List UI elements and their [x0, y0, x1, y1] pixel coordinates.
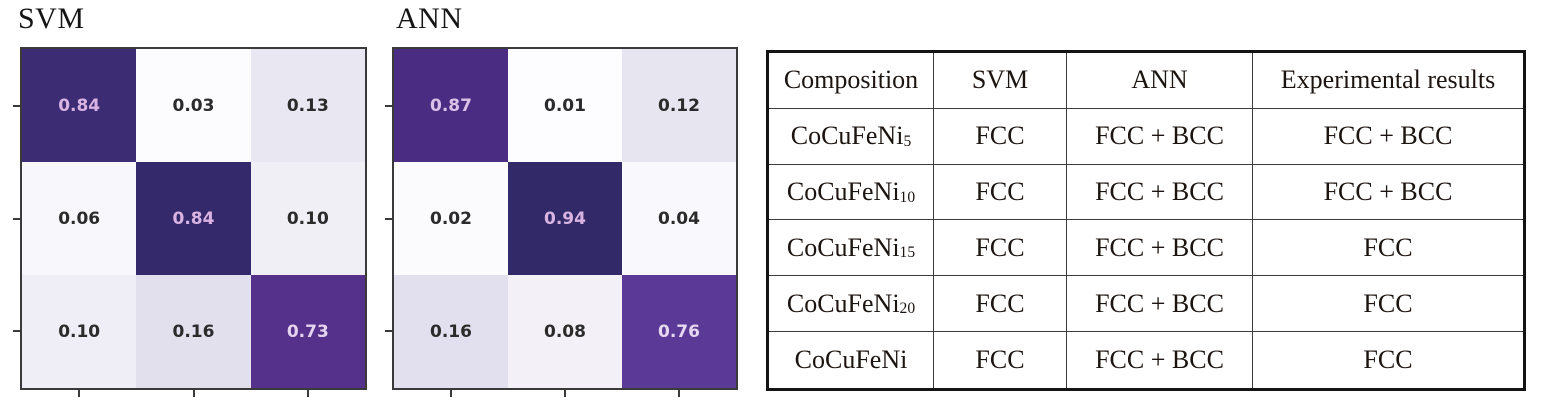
ann-confusion-matrix: 0.87 0.01 0.12 0.02 0.94 0.04 0.16 0.08 … [385, 47, 738, 397]
experimental-result-cell: FCC [1253, 220, 1523, 277]
ann-result-cell: FCC + BCC [1067, 332, 1253, 388]
svm-panel-title: SVM [18, 2, 85, 35]
composition-base: CoCuFeNi [794, 345, 908, 375]
table-header-experimental: Experimental results [1253, 53, 1523, 109]
svm-matrix-cell: 0.03 [136, 49, 251, 162]
x-axis-tick [306, 390, 309, 397]
x-axis-tick [677, 390, 680, 397]
svm-result-cell: FCC [934, 220, 1067, 277]
y-axis-tick [13, 330, 20, 333]
x-axis-tick [564, 390, 566, 397]
composition-cell: CoCuFeNi 15 [769, 220, 934, 277]
svm-matrix-cell: 0.84 [22, 49, 137, 162]
x-axis-tick [450, 390, 452, 397]
composition-base: CoCuFeNi [786, 288, 900, 318]
x-axis-tick [192, 390, 195, 397]
ann-matrix-cell: 0.16 [394, 275, 508, 388]
svm-matrix-cell: 0.13 [250, 49, 365, 162]
experimental-result-cell: FCC [1363, 345, 1413, 375]
svm-matrix-cell: 0.10 [250, 162, 365, 275]
ann-matrix-cell: 0.76 [622, 275, 736, 388]
ann-result-cell: FCC + BCC [1067, 164, 1253, 221]
table-header-composition: Composition [769, 53, 934, 109]
table-header-ann: ANN [1067, 53, 1253, 109]
svm-matrix-cell: 0.73 [250, 275, 365, 388]
svm-matrix-cell: 0.06 [22, 162, 137, 275]
composition-cell: CoCuFeNi [769, 332, 934, 388]
ann-matrix-cell: 0.12 [622, 49, 736, 162]
ann-matrix-cell: 0.87 [394, 49, 508, 162]
svm-result-cell: FCC [934, 276, 1067, 333]
composition-base: CoCuFeNi [786, 177, 900, 207]
ann-matrix-cell: 0.01 [508, 49, 622, 162]
svm-confusion-matrix: 0.84 0.03 0.13 0.06 0.84 0.10 0.10 0.16 … [13, 47, 367, 397]
table-header-svm: SVM [934, 53, 1067, 109]
composition-cell: CoCuFeNi 5 [769, 108, 934, 165]
x-axis-tick [78, 390, 81, 397]
svm-matrix-cell: 0.10 [22, 275, 137, 388]
svm-result-cell: FCC [934, 108, 1067, 165]
y-axis-tick [385, 217, 392, 220]
y-axis-tick [385, 104, 392, 107]
svm-result-cell: FCC [934, 164, 1067, 221]
y-axis-tick [385, 330, 392, 333]
ann-matrix-cell: 0.04 [622, 162, 736, 275]
ann-matrix-cell: 0.02 [394, 162, 508, 275]
y-axis-tick [13, 104, 20, 107]
ann-result-cell: FCC + BCC [1067, 276, 1253, 333]
composition-base: CoCuFeNi [786, 232, 900, 262]
svm-matrix-cell: 0.84 [136, 162, 251, 275]
y-axis-tick [13, 217, 20, 220]
ann-matrix-cell: 0.08 [508, 275, 622, 388]
ann-panel-title: ANN [396, 2, 463, 35]
experimental-result-cell: FCC [1253, 276, 1523, 333]
composition-cell: CoCuFeNi 20 [769, 276, 934, 333]
ann-result-cell: FCC + BCC [1067, 220, 1253, 277]
composition-cell: CoCuFeNi 10 [769, 164, 934, 221]
experimental-result-cell: FCC + BCC [1253, 109, 1523, 165]
svm-result-cell: FCC [934, 332, 1067, 388]
ann-result-cell: FCC + BCC [1067, 108, 1253, 165]
experimental-result-cell: FCC + BCC [1253, 165, 1523, 221]
ann-matrix-cell: 0.94 [508, 162, 622, 275]
svm-matrix-cell: 0.16 [136, 275, 251, 388]
phase-results-table: Composition SVM ANN Experimental results… [766, 50, 1526, 391]
composition-base: CoCuFeNi [790, 121, 904, 151]
